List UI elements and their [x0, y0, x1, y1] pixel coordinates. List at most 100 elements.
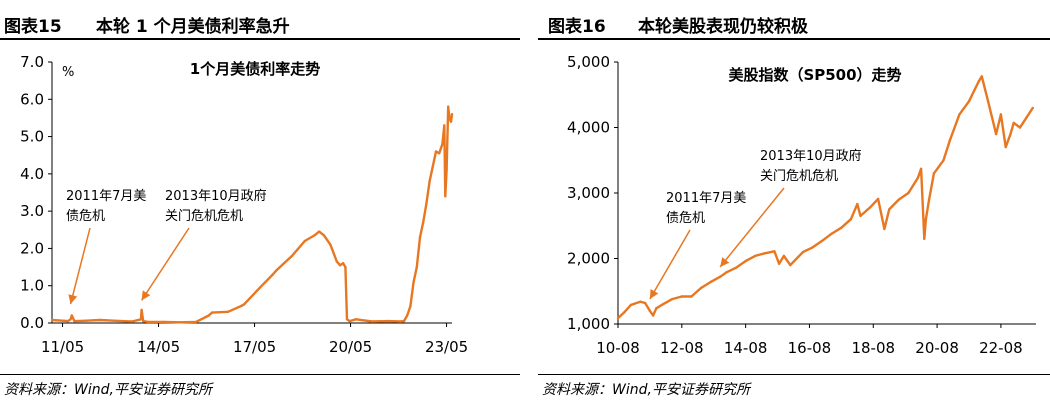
annotation-arrow-head — [649, 288, 659, 300]
data-point — [876, 197, 880, 201]
data-point — [194, 320, 198, 324]
data-point — [856, 202, 859, 206]
annotation-text: 债危机 — [666, 211, 705, 226]
data-point — [418, 236, 422, 239]
y-tick-label: 0.0 — [20, 314, 44, 332]
data-point — [210, 311, 214, 314]
annotation-arrow-head — [141, 290, 151, 301]
data-point — [709, 280, 712, 284]
data-point — [303, 239, 306, 243]
data-point — [1031, 106, 1034, 110]
data-point — [140, 308, 143, 312]
annotation-arrow-head — [68, 294, 78, 305]
x-tick-label: 20-08 — [915, 339, 959, 357]
data-point — [629, 303, 632, 307]
data-point — [868, 206, 872, 209]
data-point — [801, 250, 805, 254]
y-tick-label: 3,000 — [567, 184, 610, 202]
data-point — [338, 264, 342, 267]
data-point — [977, 80, 980, 83]
data-point — [1012, 121, 1015, 125]
data-point — [434, 150, 438, 153]
y-tick-label: 4.0 — [20, 165, 44, 183]
data-point — [271, 273, 274, 276]
annotation-text: 关门危机危机 — [165, 209, 243, 224]
data-point — [651, 314, 655, 317]
data-point — [648, 309, 652, 313]
data-point — [444, 195, 447, 198]
data-point — [130, 320, 134, 323]
data-point — [139, 318, 143, 321]
data-point — [690, 295, 693, 298]
data-point — [639, 300, 642, 303]
data-point — [69, 318, 72, 321]
data-point — [744, 259, 747, 263]
y-tick-label: 2.0 — [20, 239, 44, 257]
data-point — [811, 246, 814, 249]
y-tick-label: 5,000 — [567, 53, 610, 71]
data-point — [849, 218, 853, 221]
data-point — [999, 113, 1003, 116]
data-point — [345, 318, 349, 321]
data-point — [1025, 116, 1028, 119]
left-figure-header: 图表15 本轮 1 个月美债利率急升 — [0, 8, 520, 40]
annotation-text: 2013年10月政府 — [165, 189, 267, 204]
y-tick-label: 1,000 — [567, 315, 610, 333]
annotation-text: 2011年7月美 — [66, 189, 146, 204]
data-point — [948, 139, 951, 142]
x-tick-label: 17/05 — [233, 338, 276, 356]
x-tick-label: 14/05 — [137, 338, 180, 356]
data-point — [344, 265, 347, 269]
right-source-text: 资料来源：Wind,平安证券研究所 — [542, 382, 750, 398]
y-tick-label: 1.0 — [20, 277, 44, 295]
data-point — [450, 113, 454, 116]
data-point — [70, 314, 74, 317]
data-point — [763, 252, 766, 255]
data-point — [449, 120, 453, 123]
data-point — [82, 319, 86, 322]
annotation-text: 2013年10月政府 — [760, 149, 862, 164]
right-figure-title: 本轮美股表现仍较积极 — [638, 17, 808, 37]
y-tick-label: 7.0 — [20, 53, 44, 71]
data-point — [386, 319, 390, 323]
data-point — [907, 191, 910, 195]
data-point — [207, 314, 210, 317]
data-point — [354, 318, 358, 321]
data-point — [258, 286, 262, 289]
data-point — [178, 321, 182, 324]
x-tick-label: 11/05 — [41, 338, 84, 356]
data-point — [114, 319, 118, 322]
data-point — [830, 232, 833, 235]
data-point — [932, 172, 936, 175]
data-point — [50, 318, 54, 322]
data-point — [431, 165, 434, 168]
data-point — [859, 214, 862, 218]
x-tick-label: 10-08 — [596, 339, 640, 357]
x-tick-label: 23/05 — [425, 338, 468, 356]
data-point — [699, 286, 703, 290]
data-point — [734, 266, 738, 269]
y-tick-label: 3.0 — [20, 202, 44, 220]
data-point — [447, 105, 450, 108]
x-tick-label: 12-08 — [660, 339, 704, 357]
right-source-footer: 资料来源：Wind,平安证券研究所 — [538, 374, 1050, 398]
data-point — [923, 237, 926, 240]
y-tick-label: 6.0 — [20, 90, 44, 108]
data-point — [274, 269, 278, 272]
data-point — [342, 262, 345, 265]
data-series-line — [51, 105, 454, 324]
data-point — [821, 239, 824, 242]
x-tick-label: 16-08 — [788, 339, 832, 357]
data-point — [655, 307, 658, 310]
data-point — [777, 262, 781, 265]
data-point — [782, 254, 786, 258]
right-figure-header: 图表16 本轮美股表现仍较积极 — [538, 8, 1050, 40]
annotation-text: 关门危机危机 — [760, 169, 838, 184]
annotation-arrow-line — [140, 227, 190, 301]
data-point — [415, 265, 418, 269]
data-point — [789, 263, 792, 267]
y-tick-label: 2,000 — [567, 250, 610, 268]
data-point — [226, 310, 230, 313]
data-point — [445, 168, 448, 172]
data-point — [425, 202, 428, 205]
